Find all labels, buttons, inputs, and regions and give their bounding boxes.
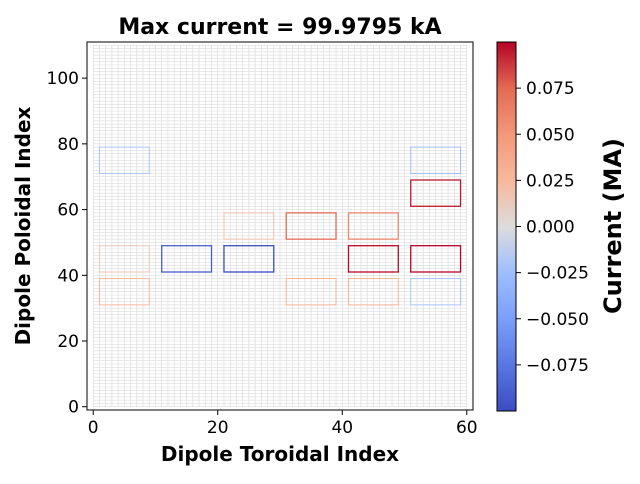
- y-tick-label: 20: [57, 332, 79, 352]
- current-loop: [98, 278, 150, 306]
- y-tick-label: 80: [57, 135, 79, 155]
- x-tick-label: 40: [331, 418, 353, 438]
- colorbar-label: Current (MA): [599, 138, 627, 314]
- x-axis-label: Dipole Toroidal Index: [161, 442, 399, 466]
- colorbar-ticks: 0.075 0.050 0.025 0.000 −0.025 −0.050 −0.075: [516, 79, 589, 376]
- y-tick-label: 40: [57, 266, 79, 286]
- current-loop: [410, 245, 462, 273]
- colorbar-tick-label: −0.050: [526, 310, 589, 330]
- dipole-grid: [92, 44, 468, 408]
- x-tick-label: 0: [88, 418, 99, 438]
- colorbar-tick-label: 0.025: [526, 171, 575, 191]
- current-loop: [285, 278, 337, 306]
- current-loop: [285, 212, 337, 240]
- colorbar-tick-label: −0.025: [526, 264, 589, 284]
- current-loop: [410, 146, 462, 174]
- plot-frame: [86, 41, 474, 411]
- colorbar-tick-label: 0.000: [526, 218, 575, 238]
- x-tick-label: 20: [207, 418, 229, 438]
- current-loops: [98, 146, 462, 306]
- x-axis: 0 20 40 60: [88, 410, 478, 438]
- current-loop: [347, 278, 399, 306]
- current-loop: [161, 245, 213, 273]
- current-loop: [410, 179, 462, 207]
- colorbar: 0.075 0.050 0.025 0.000 −0.025 −0.050 −0.075 C…: [496, 41, 627, 412]
- x-tick-label: 60: [456, 418, 478, 438]
- plot-area: [86, 41, 474, 411]
- y-tick-label: 60: [57, 201, 79, 221]
- y-axis-label: Dipole Poloidal Index: [11, 106, 35, 345]
- current-loop: [410, 278, 462, 306]
- current-loop: [347, 212, 399, 240]
- current-loop: [223, 245, 275, 273]
- current-loop: [223, 212, 275, 240]
- y-axis: 0 20 40 60 80 100: [47, 69, 87, 418]
- current-loop: [98, 146, 150, 174]
- colorbar-tick-label: −0.075: [526, 356, 589, 376]
- colorbar-tick-label: 0.050: [526, 125, 575, 145]
- colorbar-gradient: [496, 41, 517, 412]
- y-tick-label: 0: [68, 398, 79, 418]
- current-loop: [98, 245, 150, 273]
- current-loop: [347, 245, 399, 273]
- y-tick-label: 100: [47, 69, 79, 89]
- colorbar-tick-label: 0.075: [526, 79, 575, 99]
- chart-title: Max current = 99.9795 kA: [118, 15, 441, 40]
